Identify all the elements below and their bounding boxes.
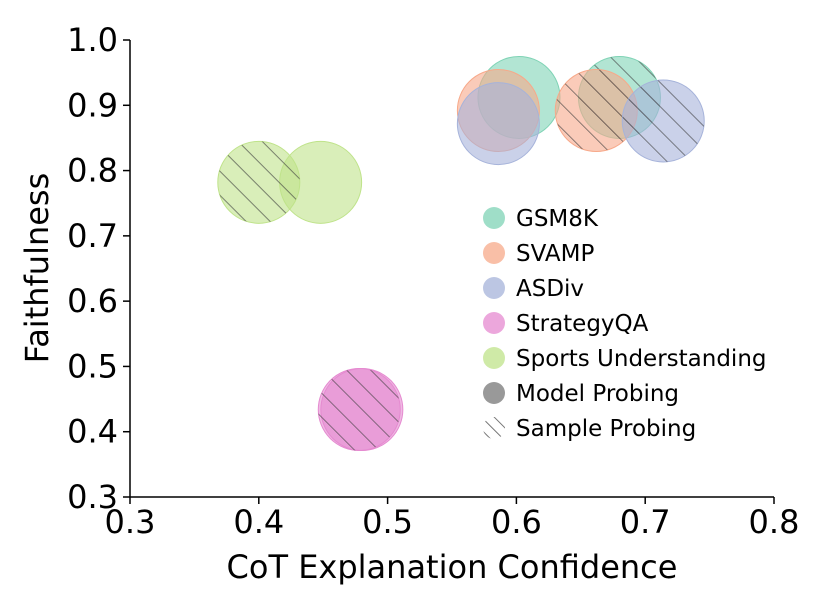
legend-label: Model Probing: [516, 381, 679, 407]
bubble-hatch: [555, 69, 638, 152]
svamp-sample-probing-point: [554, 69, 638, 153]
y-axis-title: Faithfulness: [18, 173, 56, 364]
x-tick-label: 0.3: [105, 503, 156, 541]
bubble-fill: [456, 82, 540, 166]
bubble-hatch: [217, 141, 300, 224]
legend-marker: [483, 207, 505, 229]
legend-label: GSM8K: [516, 206, 599, 232]
x-tick-label: 0.8: [749, 503, 800, 541]
legend-marker: [483, 347, 505, 369]
y-ticks: 0.3 0.4 0.5 0.6 0.7 0.8 0.9 1.0: [67, 21, 130, 516]
legend-item-gsm8k: GSM8K: [483, 206, 599, 232]
legend-label: SVAMP: [516, 241, 594, 267]
legend: GSM8K SVAMP ASDiv StrategyQA Sports Understa…: [483, 206, 767, 442]
x-tick-label: 0.7: [620, 503, 671, 541]
x-ticks: 0.3 0.4 0.5 0.6 0.7 0.8: [105, 497, 800, 541]
bubble-hatch: [622, 79, 705, 162]
sports-understanding-sample-probing-point: [217, 140, 301, 224]
y-tick-label: 0.7: [67, 217, 118, 255]
legend-label: Sports Understanding: [516, 346, 767, 372]
strategyqa-sample-probing-point: [317, 368, 401, 452]
data-points: [217, 55, 705, 452]
asdiv-sample-probing-point: [621, 79, 705, 163]
y-tick-label: 0.3: [67, 478, 118, 516]
legend-label: ASDiv: [516, 276, 584, 302]
x-axis-title: CoT Explanation Confidence: [227, 548, 678, 586]
legend-marker: [483, 312, 505, 334]
legend-item-sample-probing: Sample Probing: [483, 416, 696, 442]
legend-item-sports-understanding: Sports Understanding: [483, 346, 767, 372]
legend-item-svamp: SVAMP: [483, 241, 594, 267]
bubble-hatch: [318, 368, 401, 451]
legend-label: Sample Probing: [516, 416, 696, 442]
y-tick-label: 0.4: [67, 413, 118, 451]
asdiv-model-probing-point: [456, 82, 540, 166]
legend-marker: [483, 242, 505, 264]
legend-label: StrategyQA: [516, 311, 649, 337]
legend-marker: [483, 277, 505, 299]
y-tick-label: 0.9: [67, 86, 118, 124]
y-tick-label: 0.6: [67, 282, 118, 320]
legend-item-strategyqa: StrategyQA: [483, 311, 649, 337]
legend-marker: [483, 382, 505, 404]
legend-marker: [483, 417, 505, 439]
legend-item-asdiv: ASDiv: [483, 276, 584, 302]
x-tick-label: 0.5: [362, 503, 413, 541]
y-tick-label: 0.8: [67, 152, 118, 190]
y-tick-label: 0.5: [67, 347, 118, 385]
legend-item-model-probing: Model Probing: [483, 381, 679, 407]
y-tick-label: 1.0: [67, 21, 118, 59]
x-tick-label: 0.4: [233, 503, 284, 541]
axes: 0.3 0.4 0.5 0.6 0.7 0.8 0.3 0.4 0.5 0.6 0.7 0.8 0.9…: [67, 21, 799, 541]
x-tick-label: 0.6: [491, 503, 542, 541]
